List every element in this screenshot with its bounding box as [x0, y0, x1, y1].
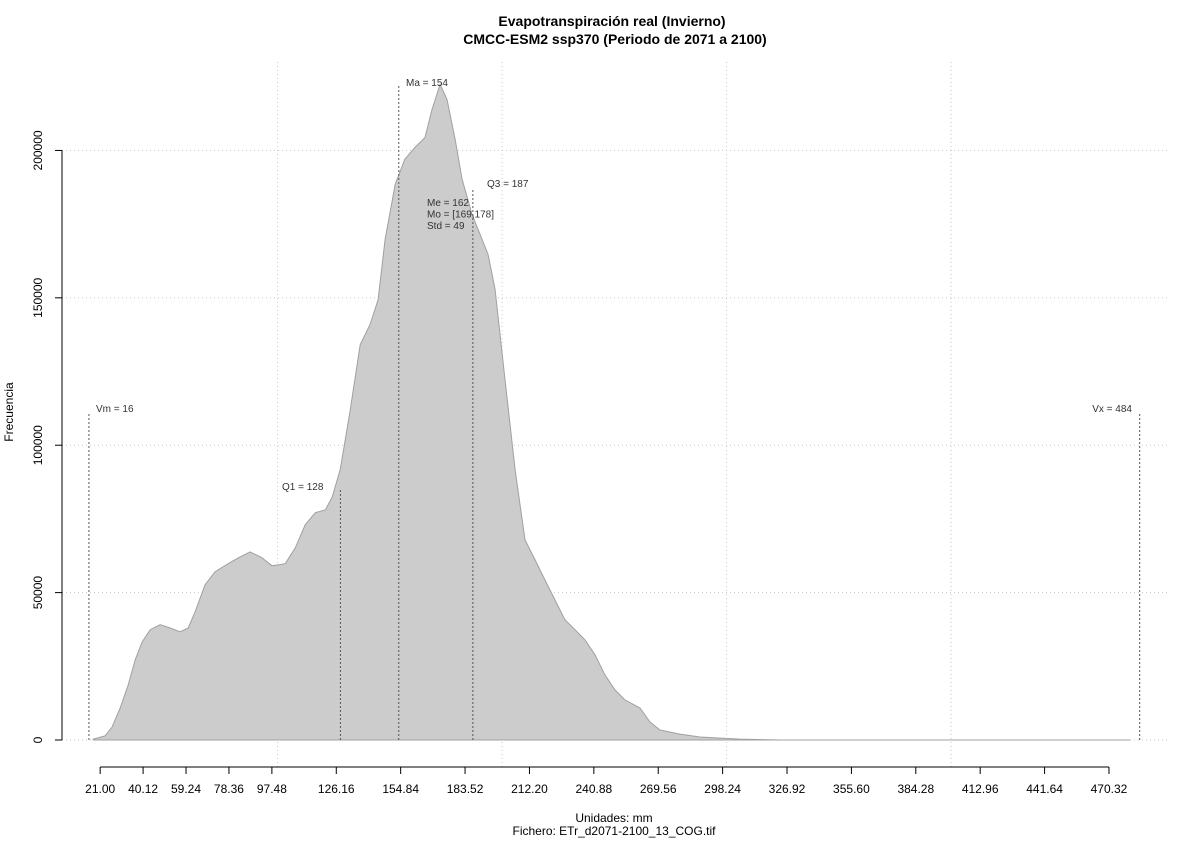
- x-tick-label: 154.84: [382, 782, 419, 796]
- y-tick-label: 100000: [31, 425, 45, 465]
- y-axis-label: Frecuencia: [2, 382, 16, 442]
- x-tick-label: 183.52: [447, 782, 484, 796]
- chart-title: Evapotranspiración real (Invierno): [498, 13, 725, 29]
- y-tick-label: 150000: [31, 277, 45, 317]
- x-tick-label: 298.24: [704, 782, 741, 796]
- x-tick-label: 384.28: [897, 782, 934, 796]
- x-tick-label: 441.64: [1026, 782, 1063, 796]
- x-axis-label: Unidades: mm: [575, 811, 652, 825]
- x-tick-label: 326.92: [769, 782, 806, 796]
- marker-label: Vm = 16: [96, 404, 134, 415]
- x-tick-label: 97.48: [257, 782, 287, 796]
- y-tick-label: 200000: [31, 130, 45, 170]
- marker-label: Ma = 154: [406, 78, 448, 89]
- marker-label: Q3 = 187: [487, 179, 529, 190]
- x-tick-label: 240.88: [575, 782, 612, 796]
- stat-label: Mo = [169,178]: [427, 210, 494, 221]
- x-tick-label: 21.00: [85, 782, 115, 796]
- x-tick-label: 412.96: [962, 782, 999, 796]
- x-tick-label: 40.12: [128, 782, 158, 796]
- y-tick-label: 0: [31, 736, 45, 743]
- x-tick-label: 470.32: [1091, 782, 1128, 796]
- stat-label: Std = 49: [427, 221, 465, 232]
- x-tick-label: 212.20: [511, 782, 548, 796]
- x-tick-label: 59.24: [171, 782, 201, 796]
- stat-label: Me = 162: [427, 198, 469, 209]
- x-tick-label: 126.16: [318, 782, 355, 796]
- x-tick-label: 269.56: [640, 782, 677, 796]
- x-axis-label-2: Fichero: ETr_d2071-2100_13_COG.tif: [513, 824, 717, 838]
- x-tick-label: 355.60: [833, 782, 870, 796]
- marker-label: Vx = 484: [1092, 404, 1132, 415]
- density-area: [92, 83, 1131, 741]
- x-tick-label: 78.36: [214, 782, 244, 796]
- marker-label: Q1 = 128: [282, 482, 324, 493]
- y-tick-label: 50000: [31, 576, 45, 610]
- chart-subtitle: CMCC-ESM2 ssp370 (Periodo de 2071 a 2100…: [463, 31, 766, 47]
